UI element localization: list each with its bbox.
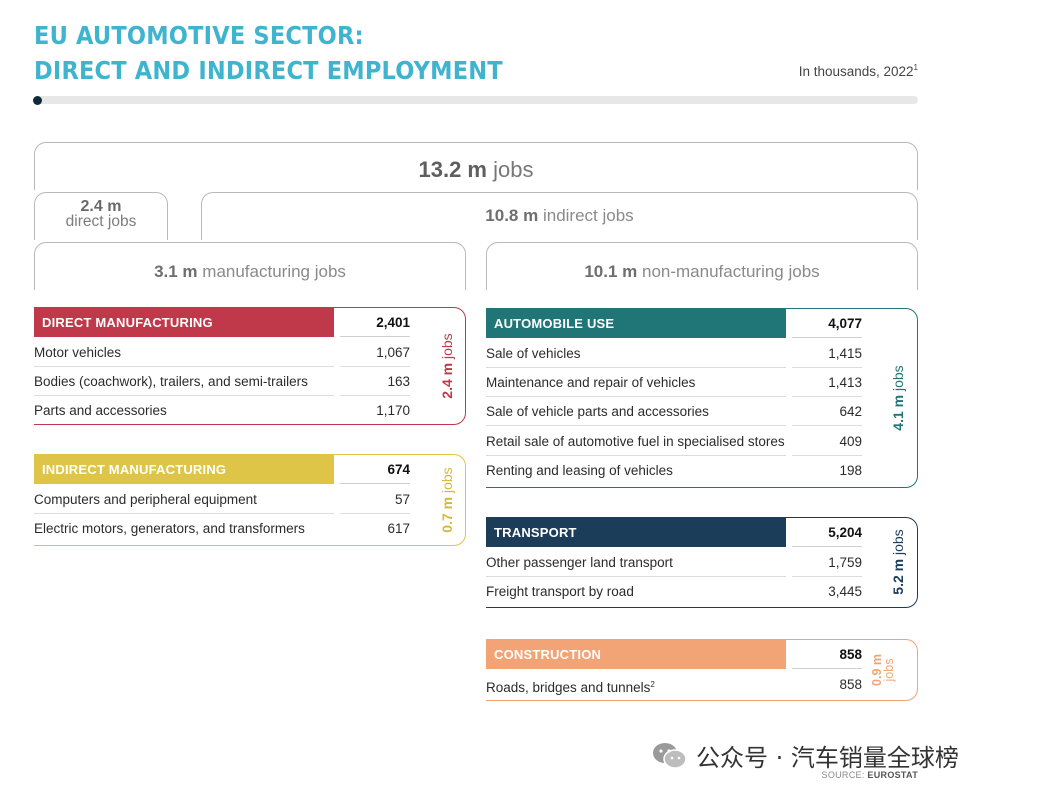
row-value: 642 (792, 397, 862, 426)
row-value: 409 (792, 427, 862, 456)
row-value: 1,415 (792, 339, 862, 368)
indirect-jobs-unit: indirect jobs (542, 206, 634, 225)
progress-dot (33, 96, 42, 105)
row-value: 1,170 (376, 403, 410, 418)
direct-manufacturing-block (34, 307, 466, 425)
row-label-text: Roads, bridges and tunnels (486, 680, 651, 695)
row-value: 163 (340, 367, 410, 396)
construction-header: CONSTRUCTION (486, 640, 786, 669)
indirect-manufacturing-block (34, 454, 466, 546)
source-note: SOURCE: EUROSTAT (822, 770, 918, 780)
indirect-manufacturing-total: 674 (340, 455, 410, 484)
source-name: EUROSTAT (867, 770, 918, 780)
direct-jobs-label: 2.4 m direct jobs (34, 198, 168, 230)
title-line-2: DIRECT AND INDIRECT EMPLOYMENT (34, 56, 503, 85)
transport-block (486, 517, 918, 608)
total-jobs-value: 13.2 m (418, 157, 488, 182)
construction-side-label: 0.9 m jobs (870, 650, 911, 690)
side-unit: jobs (890, 365, 906, 391)
row-label: Motor vehicles (34, 338, 334, 367)
manufacturing-jobs-value: 3.1 m (154, 262, 198, 281)
indirect-manufacturing-side-label: 0.7 m jobs (439, 460, 459, 540)
direct-manufacturing-total: 2,401 (340, 308, 410, 337)
title-line-1: EU AUTOMOTIVE SECTOR: (34, 21, 364, 50)
watermark: 公众号 · 汽车销量全球榜 (652, 738, 959, 773)
total-bracket (34, 142, 918, 190)
row-label: Freight transport by road (486, 584, 634, 599)
row-label: Bodies (coachwork), trailers, and semi-t… (34, 367, 334, 396)
indirect-bracket (201, 192, 918, 240)
non-manufacturing-jobs-unit: non-manufacturing jobs (642, 262, 820, 281)
direct-bracket (34, 192, 168, 240)
row-label: Retail sale of automotive fuel in specia… (486, 427, 786, 456)
progress-track (36, 96, 918, 104)
manufacturing-jobs-label: 3.1 m manufacturing jobs (34, 262, 466, 282)
non-manufacturing-jobs-label: 10.1 m non-manufacturing jobs (486, 262, 918, 282)
direct-manufacturing-side-label: 2.4 m jobs (439, 326, 459, 406)
non-manufacturing-bracket (486, 242, 918, 290)
automobile-use-block (486, 308, 918, 488)
row-value: 1,067 (340, 338, 410, 367)
row-label: Electric motors, generators, and transfo… (34, 521, 305, 536)
direct-jobs-unit: direct jobs (65, 213, 137, 230)
construction-block (486, 639, 918, 701)
side-unit: jobs (439, 467, 455, 493)
side-value: 2.4 m (439, 362, 455, 399)
side-unit: jobs (882, 658, 896, 682)
manufacturing-bracket (34, 242, 466, 290)
side-value: 5.2 m (890, 558, 906, 595)
wechat-icon (652, 742, 688, 770)
side-value: 4.1 m (890, 394, 906, 431)
row-value: 198 (839, 463, 862, 478)
watermark-text: 公众号 · 汽车销量全球榜 (696, 744, 959, 772)
automobile-use-side-label: 4.1 m jobs (890, 358, 910, 438)
row-value: 1,413 (792, 368, 862, 397)
direct-manufacturing-header: DIRECT MANUFACTURING (34, 308, 334, 337)
row-value: 1,759 (792, 548, 862, 577)
transport-side-label: 5.2 m jobs (890, 522, 910, 602)
row-value: 617 (387, 521, 410, 536)
row-label: Other passenger land transport (486, 548, 786, 577)
source-prefix: SOURCE: (821, 770, 868, 780)
row-value: 3,445 (828, 584, 862, 599)
manufacturing-jobs-unit: manufacturing jobs (202, 262, 346, 281)
direct-jobs-value: 2.4 m (80, 198, 122, 215)
row-footnote: 2 (650, 680, 655, 689)
indirect-jobs-value: 10.8 m (485, 206, 539, 225)
automobile-use-total: 4,077 (792, 309, 862, 338)
transport-header: TRANSPORT (486, 518, 786, 547)
total-jobs-unit: jobs (493, 157, 534, 182)
units-footnote: 1 (913, 63, 918, 72)
page-title: EU AUTOMOTIVE SECTOR: DIRECT AND INDIREC… (34, 18, 503, 88)
row-label: Computers and peripheral equipment (34, 485, 334, 514)
side-unit: jobs (439, 333, 455, 359)
indirect-manufacturing-header: INDIRECT MANUFACTURING (34, 455, 334, 484)
units-text: In thousands, 2022 (798, 64, 914, 79)
row-label: Maintenance and repair of vehicles (486, 368, 786, 397)
row-value: 858 (839, 677, 862, 692)
transport-total: 5,204 (792, 518, 862, 547)
row-label: Sale of vehicles (486, 339, 786, 368)
units-note: In thousands, 20221 (799, 63, 918, 79)
row-label: Sale of vehicle parts and accessories (486, 397, 786, 426)
automobile-use-header: AUTOMOBILE USE (486, 309, 786, 338)
total-jobs-label: 13.2 m jobs (34, 157, 918, 183)
indirect-jobs-label: 10.8 m indirect jobs (201, 206, 918, 226)
non-manufacturing-jobs-value: 10.1 m (584, 262, 638, 281)
row-label: Roads, bridges and tunnels2 (486, 670, 786, 699)
side-unit: jobs (890, 529, 906, 555)
row-label: Parts and accessories (34, 403, 167, 418)
construction-total: 858 (792, 640, 862, 669)
side-value: 0.7 m (439, 496, 455, 533)
row-value: 57 (340, 485, 410, 514)
row-label: Renting and leasing of vehicles (486, 463, 673, 478)
